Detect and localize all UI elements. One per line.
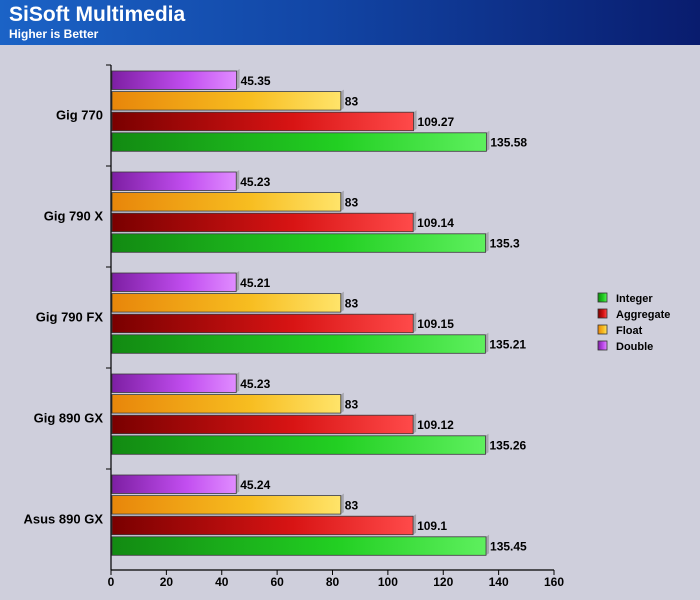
category-label: Gig 790 FX [36, 310, 104, 325]
bar-float [111, 192, 342, 212]
chart-title: SiSoft Multimedia [9, 3, 186, 26]
value-label-aggregate: 109.12 [417, 418, 454, 432]
bar-aggregate [111, 313, 414, 334]
bar-side-double [236, 372, 240, 393]
value-label-double: 45.23 [240, 175, 270, 189]
value-label-aggregate: 109.14 [417, 216, 454, 230]
value-label-integer: 135.58 [490, 136, 527, 150]
value-label-float: 83 [345, 94, 359, 108]
bar-float [111, 394, 342, 414]
value-label-integer: 135.26 [490, 439, 527, 453]
bar-aggregate [111, 111, 414, 132]
legend-swatch-double [597, 340, 608, 351]
x-tick-label: 120 [433, 575, 453, 589]
bar-integer [111, 233, 487, 253]
bar-side-float [340, 89, 344, 111]
value-label-float: 83 [345, 296, 359, 310]
bar-side-integer [485, 231, 489, 253]
bar-double [111, 171, 237, 191]
chart-header: SiSoft Multimedia Higher is Better [0, 0, 700, 45]
bar-aggregate [111, 515, 414, 536]
value-label-double: 45.35 [241, 74, 271, 88]
bars-layer: 45.35 83 109.27 135.58 45.23 83 109.14 135.3 45.… [111, 69, 527, 556]
bar-side-float [340, 493, 344, 515]
value-label-integer: 135.3 [490, 237, 520, 251]
bar-side-float [340, 392, 344, 414]
bar-side-aggregate [413, 514, 417, 535]
legend: Integer Aggregate Float Double [597, 292, 670, 353]
value-label-float: 83 [345, 195, 359, 209]
bar-side-float [340, 190, 344, 212]
x-tick-label: 140 [489, 575, 509, 589]
category-label: Gig 790 X [44, 209, 104, 224]
value-label-aggregate: 109.27 [418, 115, 455, 129]
bar-side-aggregate [413, 110, 417, 131]
bar-side-integer [486, 130, 490, 152]
axes-layer: Gig 770 Gig 790 X Gig 790 FX Gig 890 GX Asus… [24, 64, 564, 589]
bar-float [111, 293, 342, 313]
value-label-double: 45.23 [240, 377, 270, 391]
bar-double [111, 70, 237, 90]
value-label-double: 45.24 [240, 478, 270, 492]
bar-side-double [236, 473, 240, 494]
legend-label-integer: Integer [616, 293, 653, 305]
bar-double [111, 272, 237, 292]
x-tick-label: 0 [108, 575, 115, 589]
value-label-integer: 135.21 [489, 338, 526, 352]
bar-aggregate [111, 212, 414, 233]
value-label-float: 83 [345, 498, 359, 512]
legend-swatch-aggregate [597, 308, 608, 319]
bar-double [111, 474, 237, 494]
bar-side-double [236, 271, 240, 292]
bar-integer [111, 536, 487, 556]
bar-double [111, 373, 237, 393]
bar-integer [111, 132, 487, 152]
legend-swatch-float [597, 324, 608, 335]
bar-side-integer [485, 332, 489, 354]
legend-label-double: Double [616, 341, 653, 353]
value-label-float: 83 [345, 397, 359, 411]
legend-label-float: Float [616, 325, 643, 337]
bar-aggregate [111, 414, 414, 435]
category-label: Gig 770 [56, 108, 103, 123]
bar-float [111, 91, 342, 111]
x-tick-label: 160 [544, 575, 564, 589]
bar-integer [111, 334, 486, 354]
category-label: Gig 890 GX [34, 411, 104, 426]
bar-side-aggregate [413, 312, 417, 333]
bar-side-integer [485, 433, 489, 455]
bar-side-aggregate [413, 211, 417, 232]
bar-side-aggregate [413, 413, 417, 434]
chart-subtitle: Higher is Better [9, 27, 99, 41]
bar-side-float [340, 291, 344, 313]
bar-float [111, 495, 342, 515]
x-tick-label: 40 [215, 575, 229, 589]
x-tick-label: 60 [270, 575, 284, 589]
legend-swatch-integer [597, 292, 608, 303]
value-label-aggregate: 109.15 [417, 317, 454, 331]
bar-integer [111, 435, 486, 455]
bar-side-integer [486, 534, 490, 556]
x-tick-label: 20 [160, 575, 174, 589]
value-label-aggregate: 109.1 [417, 519, 447, 533]
bar-side-double [236, 170, 240, 191]
value-label-integer: 135.45 [490, 540, 527, 554]
x-tick-label: 100 [378, 575, 398, 589]
legend-label-aggregate: Aggregate [616, 309, 670, 321]
category-label: Asus 890 GX [24, 512, 104, 527]
value-label-double: 45.21 [240, 276, 270, 290]
bar-side-double [236, 69, 240, 90]
x-tick-label: 80 [326, 575, 340, 589]
